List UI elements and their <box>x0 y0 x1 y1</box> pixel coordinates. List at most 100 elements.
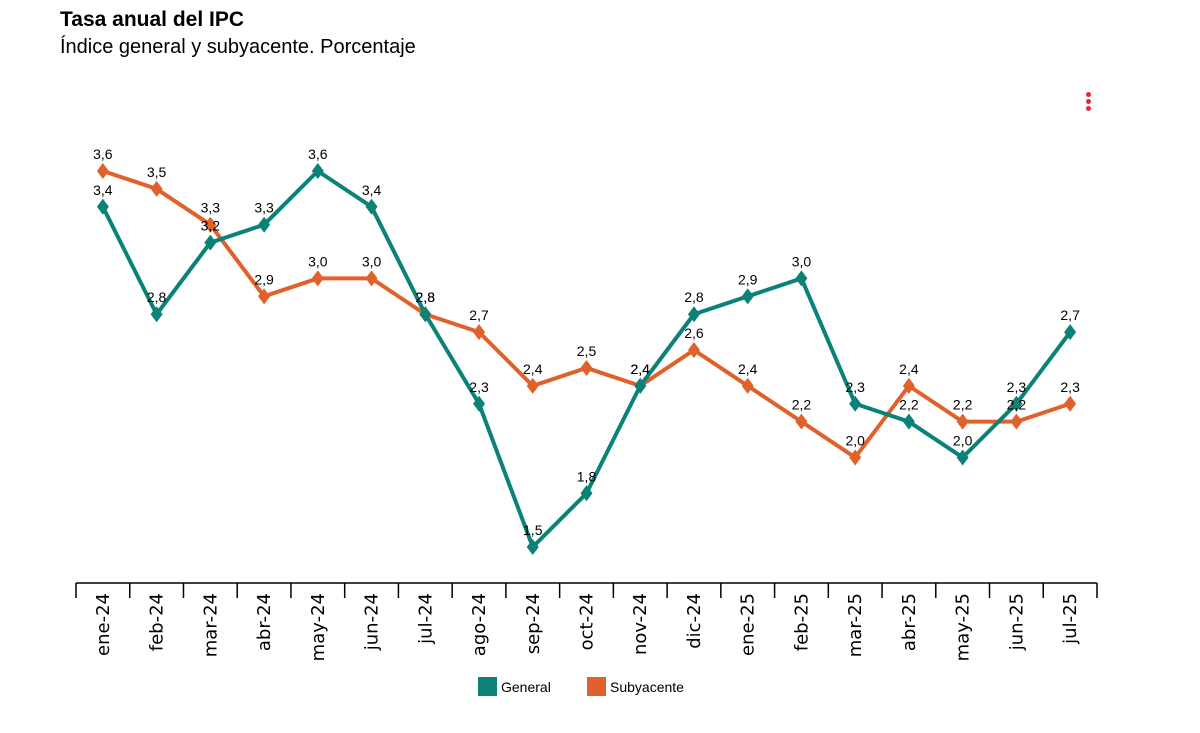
x-tick-label: abr-24 <box>254 593 275 651</box>
data-point-subyacente <box>849 449 862 466</box>
data-label-subyacente: 2,4 <box>899 361 919 377</box>
data-label-subyacente: 2,4 <box>631 361 651 377</box>
data-label-general: 2,7 <box>1060 307 1080 323</box>
data-label-general: 2,2 <box>899 397 919 413</box>
data-label-general: 2,3 <box>1007 379 1027 395</box>
x-tick-label: jun-24 <box>362 593 383 651</box>
data-label-subyacente: 3,5 <box>147 164 167 180</box>
x-tick-label: ene-24 <box>93 593 114 656</box>
data-point-general <box>902 413 915 430</box>
data-label-general: 3,6 <box>308 146 328 162</box>
data-label-general: 2,8 <box>684 289 704 305</box>
data-label-subyacente: 3,0 <box>308 253 328 269</box>
x-tick-label: mar-25 <box>845 593 866 657</box>
x-tick-label: sep-24 <box>523 593 544 654</box>
data-label-subyacente: 2,0 <box>845 432 865 448</box>
data-label-general: 2,3 <box>469 379 489 395</box>
data-label-subyacente: 2,7 <box>469 307 489 323</box>
data-point-subyacente <box>687 342 700 359</box>
data-label-subyacente: 2,2 <box>792 397 812 413</box>
data-point-subyacente <box>365 270 378 287</box>
chart-subtitle: Índice general y subyacente. Porcentaje <box>60 36 416 58</box>
data-point-subyacente <box>741 377 754 394</box>
data-label-general: 2,8 <box>416 289 436 305</box>
x-tick-label: dic-24 <box>684 593 705 649</box>
data-point-general <box>526 539 539 555</box>
data-point-general <box>687 306 700 323</box>
legend: General Subyacente <box>0 677 1200 697</box>
legend-swatch-general <box>478 677 497 696</box>
data-point-general <box>1064 324 1077 341</box>
data-label-general: 2,9 <box>738 271 758 287</box>
legend-label-general: General <box>501 678 551 695</box>
x-tick-label: feb-25 <box>791 593 812 651</box>
data-label-general: 2,0 <box>953 432 973 448</box>
data-point-subyacente <box>580 359 593 376</box>
data-point-subyacente <box>96 163 109 179</box>
data-label-general: 2,4 <box>631 361 651 377</box>
x-tick-label: feb-24 <box>147 593 168 651</box>
data-point-subyacente <box>311 270 324 287</box>
data-label-general: 3,0 <box>792 253 812 269</box>
data-label-general: 3,4 <box>362 182 382 198</box>
x-tick-label: jun-25 <box>1006 593 1027 651</box>
data-label-general: 3,3 <box>254 200 274 216</box>
data-point-general <box>956 449 969 466</box>
data-point-subyacente <box>795 413 808 430</box>
data-point-subyacente <box>1010 413 1023 430</box>
data-label-subyacente: 3,3 <box>201 200 221 216</box>
x-tick-label: mar-24 <box>200 593 221 657</box>
data-point-general <box>849 395 862 412</box>
series-line-subyacente <box>102 169 1071 460</box>
data-point-general <box>96 198 109 215</box>
x-tick-label: may-25 <box>953 593 974 661</box>
x-tick-label: jul-25 <box>1060 593 1081 645</box>
data-label-subyacente: 2,3 <box>1060 379 1080 395</box>
legend-item-general[interactable]: General <box>478 677 551 696</box>
data-point-general <box>311 163 324 179</box>
data-point-general <box>258 216 271 233</box>
data-label-general: 3,2 <box>201 218 221 234</box>
data-label-subyacente: 2,8 <box>416 289 436 305</box>
legend-label-subyacente: Subyacente <box>610 678 684 695</box>
menu-dot <box>1085 99 1091 104</box>
x-tick-label: may-24 <box>308 593 329 661</box>
data-point-subyacente <box>902 377 915 394</box>
data-label-subyacente: 2,5 <box>577 343 597 359</box>
data-point-general <box>580 485 593 502</box>
data-point-subyacente <box>204 216 217 233</box>
data-point-general <box>634 377 647 394</box>
data-label-subyacente: 2,4 <box>738 361 758 377</box>
data-point-subyacente <box>1064 395 1077 412</box>
data-label-subyacente: 3,0 <box>362 253 382 269</box>
data-label-general: 1,5 <box>523 522 543 538</box>
data-point-subyacente <box>956 413 969 430</box>
data-label-subyacente: 2,2 <box>1007 397 1027 413</box>
chart-title: Tasa anual del IPC <box>60 8 245 31</box>
data-point-subyacente <box>258 288 271 305</box>
x-tick-label: jul-24 <box>415 593 436 645</box>
menu-dot <box>1085 92 1091 97</box>
data-point-general <box>1010 395 1023 412</box>
x-tick-label: ene-25 <box>738 593 759 656</box>
data-label-subyacente: 2,9 <box>254 271 274 287</box>
x-tick-label: ago-24 <box>469 593 490 656</box>
menu-dot <box>1085 106 1091 111</box>
data-point-general <box>795 270 808 287</box>
data-point-general <box>365 198 378 215</box>
kebab-menu-icon[interactable] <box>1082 92 1094 120</box>
data-point-subyacente <box>526 377 539 394</box>
x-tick-label: oct-24 <box>577 593 598 650</box>
data-label-general: 2,3 <box>845 379 865 395</box>
data-point-general <box>150 306 163 323</box>
legend-item-subyacente[interactable]: Subyacente <box>587 677 684 696</box>
data-label-subyacente: 2,6 <box>684 325 704 341</box>
data-point-general <box>419 306 432 323</box>
data-label-subyacente: 2,2 <box>953 397 973 413</box>
data-label-general: 1,8 <box>577 468 597 484</box>
data-label-subyacente: 2,4 <box>523 361 543 377</box>
data-point-general <box>473 395 486 412</box>
data-point-subyacente <box>473 324 486 341</box>
x-tick-label: nov-24 <box>630 593 651 655</box>
